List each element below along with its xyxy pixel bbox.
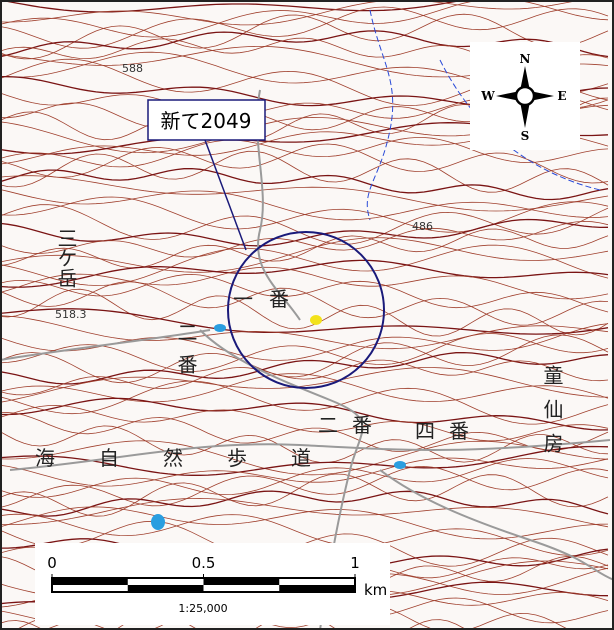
pond [214, 324, 226, 332]
contour [0, 497, 609, 528]
elevation-label: 518.3 [55, 308, 87, 321]
contour [0, 351, 609, 385]
contour [0, 457, 609, 487]
contour [0, 412, 609, 453]
contour [14, 604, 570, 630]
scale-unit: km [364, 581, 387, 599]
place-label: 三ケ岳 [54, 228, 78, 288]
pond [394, 461, 406, 469]
contour [0, 288, 609, 337]
contour [0, 425, 609, 463]
contour [0, 397, 609, 431]
place-label: 一番 [233, 287, 305, 311]
contour [0, 506, 609, 540]
scale-bar: km 1:25,000 0 0.5 1 [35, 543, 390, 625]
road [379, 469, 614, 581]
contour [0, 359, 609, 396]
contour [0, 13, 609, 60]
contour [0, 0, 583, 26]
compass-ring [514, 85, 536, 107]
contour [0, 204, 609, 245]
contour [0, 196, 609, 233]
place-label: 海自然歩道 [35, 446, 355, 470]
contour [0, 513, 609, 557]
road [9, 439, 611, 471]
site-marker [310, 315, 322, 325]
compass-e: E [557, 89, 566, 103]
scale-tick-label: 1 [350, 554, 360, 572]
callout-leader [204, 139, 247, 251]
contour [0, 367, 609, 403]
compass: N S W E [470, 42, 580, 150]
contour [0, 143, 609, 184]
callout-box [147, 99, 266, 141]
scale-tick-label: 0 [47, 554, 57, 572]
contour [0, 445, 609, 476]
contour [0, 167, 609, 201]
road [0, 329, 211, 361]
elevation-label: 588 [122, 62, 143, 75]
contour [0, 30, 609, 58]
scale-segment [203, 578, 280, 585]
place-label: 二番 [318, 413, 386, 437]
contour [0, 281, 609, 326]
contour [0, 0, 609, 38]
stream [366, 9, 394, 221]
callout-label: 新て2049 [161, 109, 252, 133]
contour [0, 458, 609, 498]
contour [0, 490, 609, 517]
compass-n: N [520, 52, 531, 66]
compass-s: S [521, 129, 530, 143]
contour [0, 244, 609, 286]
contour [0, 315, 609, 350]
contour [0, 465, 609, 508]
contour [0, 220, 609, 258]
contour [0, 380, 609, 425]
contour [0, 473, 609, 517]
contour [0, 237, 609, 273]
scale-segment [52, 578, 128, 585]
contour [0, 404, 609, 442]
contour [0, 175, 609, 212]
contour [0, 440, 609, 476]
contour [0, 137, 609, 168]
place-label: 四番 [415, 419, 483, 443]
contour [0, 259, 609, 288]
pond [151, 514, 165, 530]
scale-tick-label: 0.5 [192, 554, 216, 572]
elevation-label: 486 [412, 220, 433, 233]
contour [0, 308, 609, 335]
highlight-circle [227, 231, 385, 389]
scale-segment [279, 585, 355, 592]
place-label: 童仙房 [540, 365, 564, 467]
scale-segment [127, 585, 204, 592]
contour [0, 150, 609, 193]
place-label: 二番 [174, 322, 198, 386]
contour [0, 6, 609, 49]
compass-w: W [480, 89, 495, 103]
scale-ratio: 1:25,000 [178, 602, 227, 615]
contour [0, 266, 609, 300]
contour [0, 373, 609, 403]
